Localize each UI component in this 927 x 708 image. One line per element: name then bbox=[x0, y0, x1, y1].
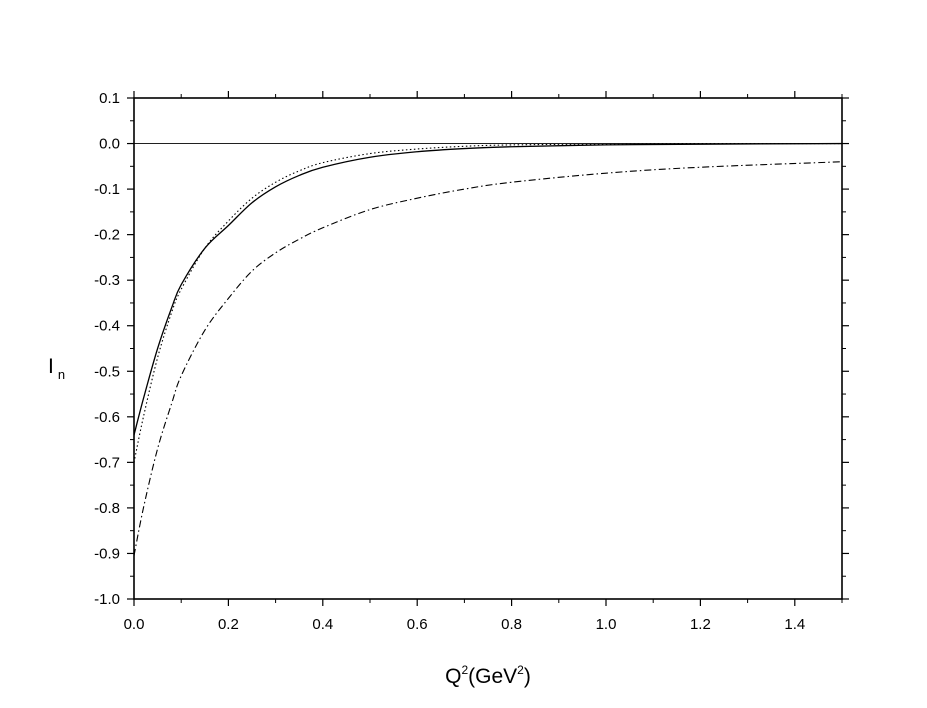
series-line-dotted bbox=[133, 142, 843, 463]
x-tick-label: 1.4 bbox=[784, 616, 805, 633]
y-tick-label: -0.7 bbox=[94, 454, 120, 471]
x-tick-label: 0.8 bbox=[501, 616, 522, 633]
y-tick-label: -0.1 bbox=[94, 181, 120, 198]
x-axis-title: Q2(GeV2) bbox=[445, 663, 531, 688]
y-tick-label: -0.5 bbox=[94, 363, 120, 380]
x-axis-title-base: Q bbox=[445, 665, 461, 688]
y-axis-title-base: I bbox=[48, 355, 54, 378]
y-tick-label: -0.4 bbox=[94, 318, 120, 335]
plot-area: 0.0 0.2 0.4 0.6 0.8 1.0 1.2 1.4 0.1 0.0 -0.1 -0.2 -0… bbox=[94, 90, 849, 633]
y-tick-label: -0.8 bbox=[94, 500, 120, 517]
plot-frame bbox=[133, 97, 843, 600]
y-tick-label: -0.3 bbox=[94, 272, 120, 289]
y-tick-label: -0.6 bbox=[94, 409, 120, 426]
y-tick-label: 0.1 bbox=[99, 90, 120, 107]
y-tick-label: -0.9 bbox=[94, 545, 120, 562]
x-axis-title-sup: 2 bbox=[461, 663, 468, 677]
series-line-solid bbox=[133, 142, 843, 436]
x-axis-title-end: ) bbox=[524, 665, 531, 688]
x-axis-title-mid: (GeV bbox=[468, 665, 517, 688]
x-axis-title-sup: 2 bbox=[517, 663, 524, 677]
y-tick-label: -0.2 bbox=[94, 227, 120, 244]
x-tick-label: 0.2 bbox=[218, 616, 239, 633]
x-tick-label: 0.0 bbox=[124, 616, 145, 633]
x-tick-label: 1.0 bbox=[596, 616, 617, 633]
x-tick-label: 1.2 bbox=[690, 616, 711, 633]
x-tick-label: 0.4 bbox=[312, 616, 333, 633]
x-tick-label: 0.6 bbox=[407, 616, 428, 633]
y-axis-title-sub: n bbox=[58, 367, 65, 382]
y-tick-label: 0.0 bbox=[99, 136, 120, 153]
y-tick-label: -1.0 bbox=[94, 591, 120, 608]
series-line-dash-dot bbox=[133, 161, 843, 556]
